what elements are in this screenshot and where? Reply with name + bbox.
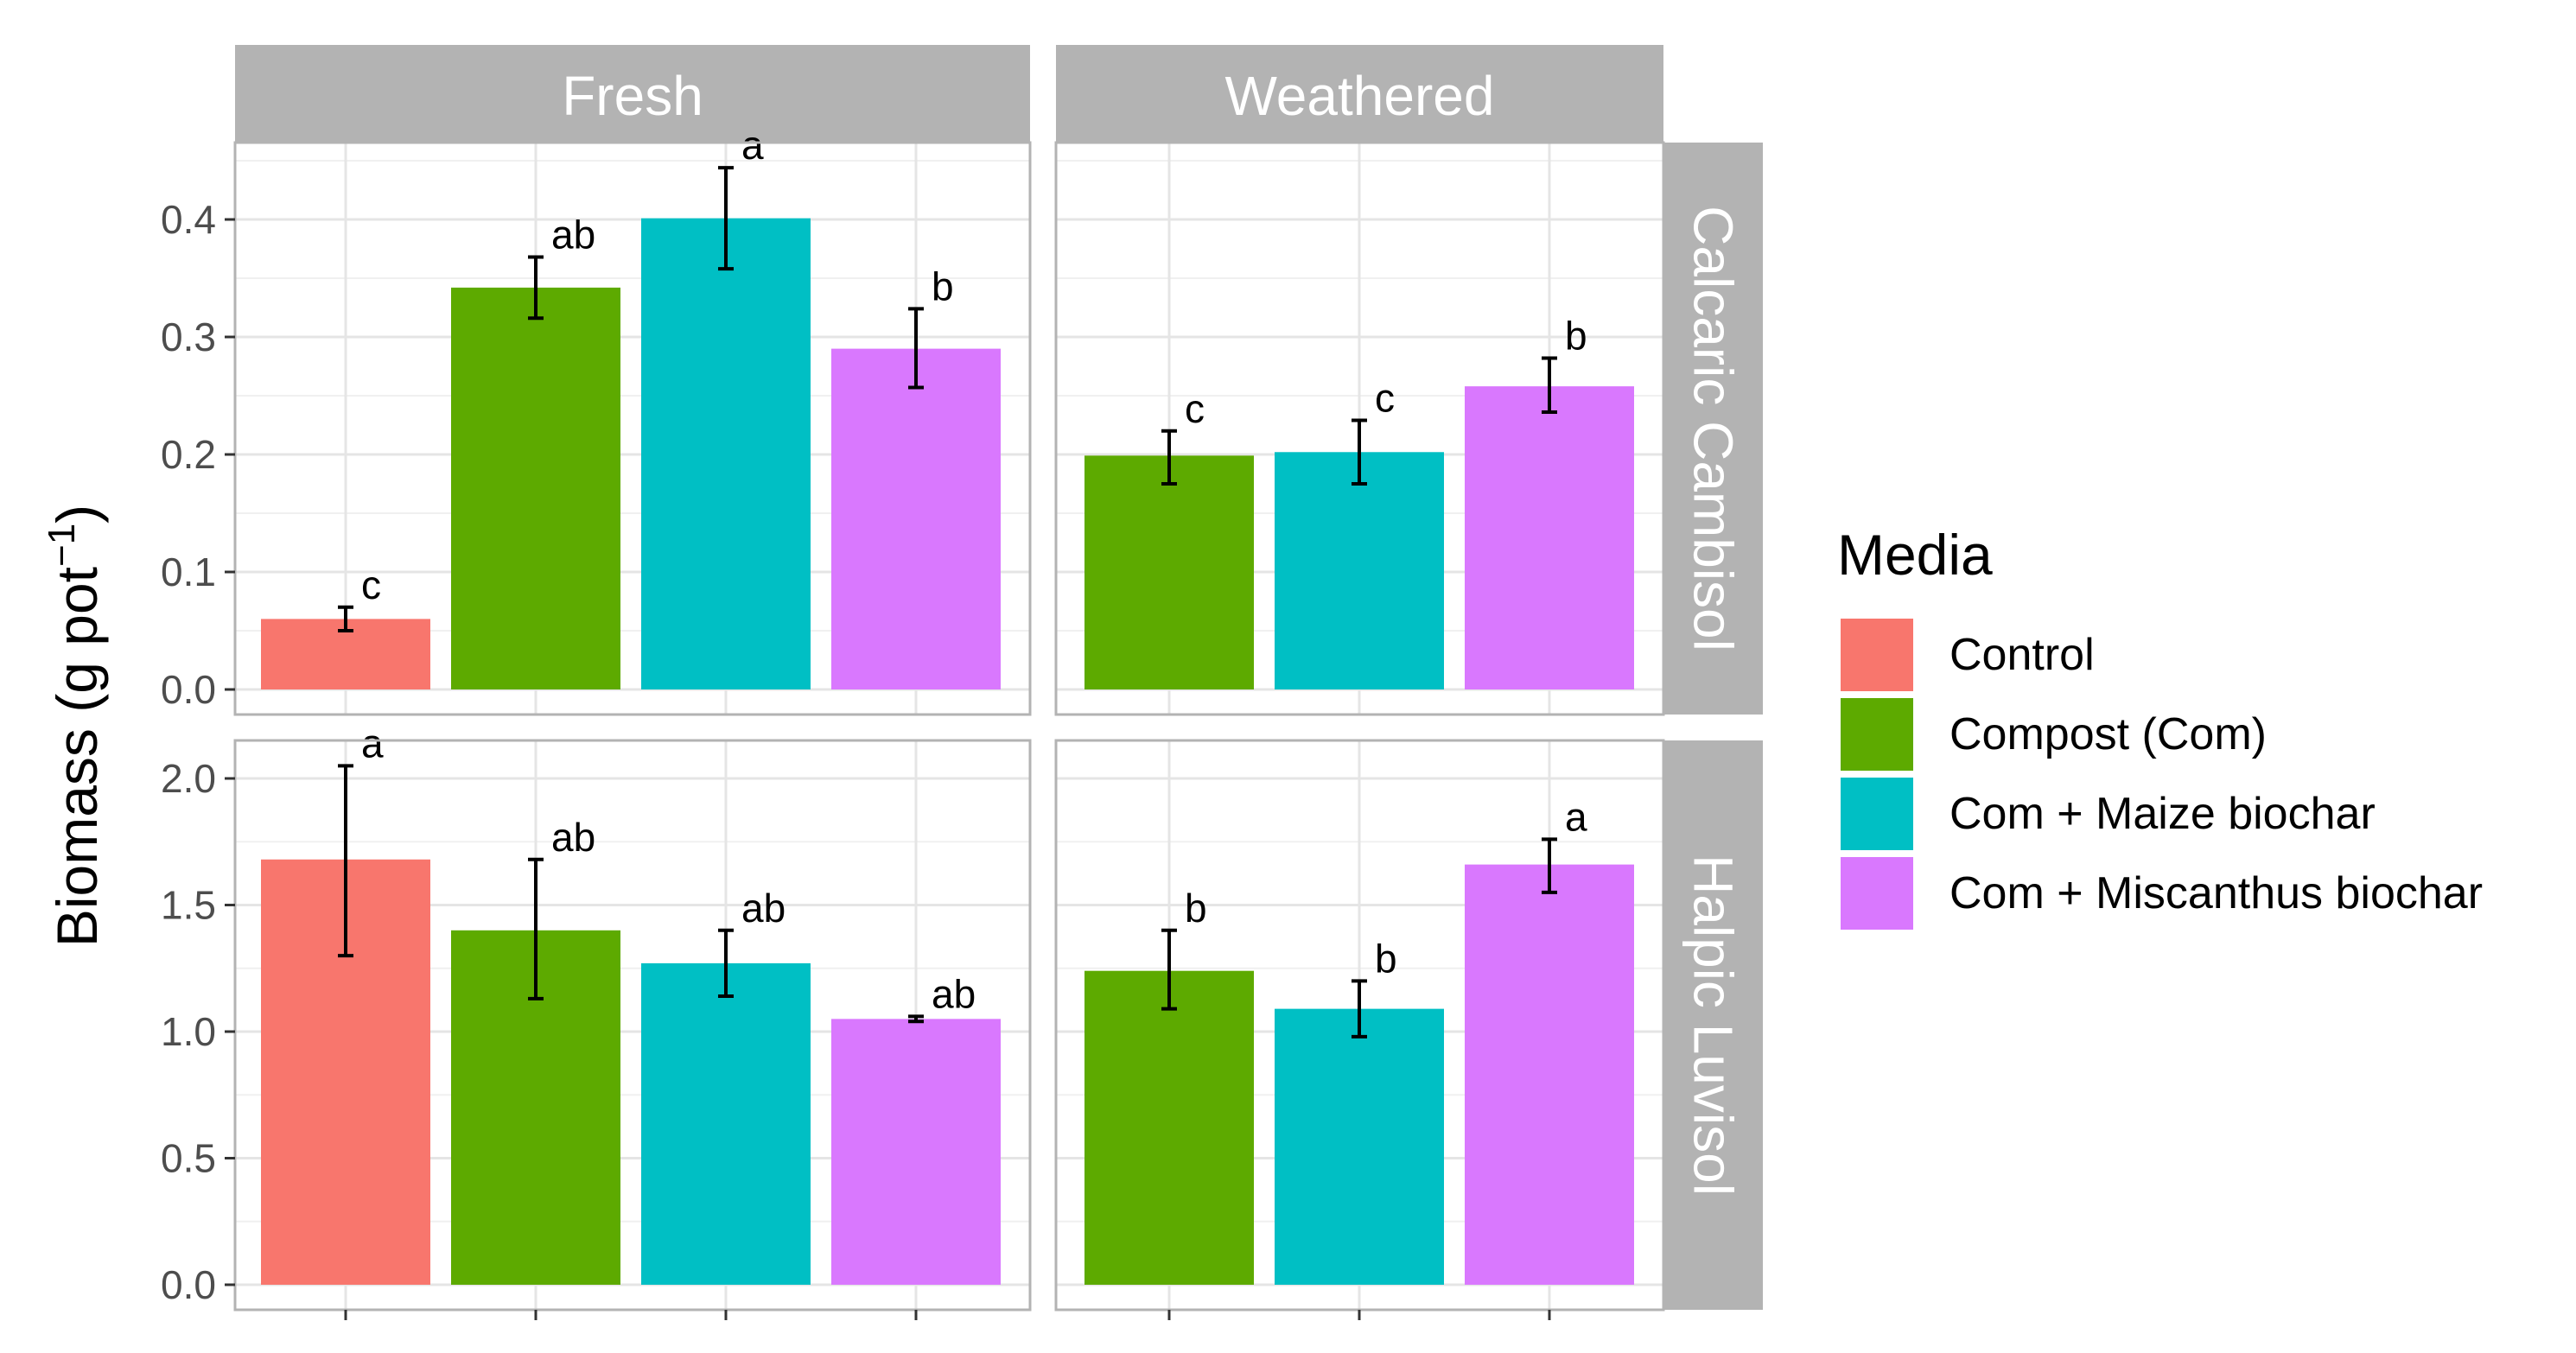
significance-letter: c [361, 562, 381, 607]
significance-letter: ab [932, 971, 976, 1016]
bar-com-miscanthus-biochar [1465, 386, 1634, 689]
bar-compost-com [1084, 455, 1254, 689]
panel-border-fresh-halpic-luvisol [233, 739, 1032, 1312]
panel-border-weathered-calcaric-cambisol [1054, 141, 1665, 716]
legend-label-control: Control [1949, 630, 2095, 680]
y-axis-title: Biomass (g pot−1) [41, 505, 109, 947]
y-tick-label: 0.4 [161, 197, 216, 242]
y-tick-label: 0.2 [161, 432, 216, 477]
y-tick-label: 0.0 [161, 667, 216, 712]
significance-letter: b [932, 264, 954, 308]
significance-letter: ab [551, 213, 595, 257]
bar-compost-com [451, 287, 620, 689]
significance-letter: c [1185, 386, 1205, 431]
y-tick-label: 0.3 [161, 314, 216, 359]
strip-fresh [235, 45, 1030, 143]
bar-com-maize-biochar [641, 962, 811, 1285]
y-tick-label: 0.1 [161, 549, 216, 594]
y-tick-label: 1.5 [161, 883, 216, 928]
significance-letter: b [1565, 313, 1587, 358]
bar-com-maize-biochar [1275, 1008, 1444, 1285]
legend-title: Media [1837, 523, 1993, 587]
significance-letter: b [1375, 936, 1397, 981]
bar-com-miscanthus-biochar [831, 1019, 1001, 1285]
legend-key-compost-com [1841, 698, 1913, 771]
legend-label-com-maize-biochar: Com + Maize biochar [1949, 789, 2376, 839]
significance-letter: c [1375, 376, 1395, 421]
bar-compost-com [1084, 970, 1254, 1285]
significance-letter: ab [551, 815, 595, 860]
y-tick-label: 0.0 [161, 1262, 216, 1307]
bar-com-maize-biochar [1275, 452, 1444, 689]
strip-calcaric-cambisol [1663, 143, 1763, 715]
bar-com-miscanthus-biochar [1465, 864, 1634, 1285]
strip-label-calcaric-cambisol: Calcaric Cambisol [1682, 206, 1745, 651]
panel-border-fresh-calcaric-cambisol [233, 141, 1032, 716]
legend-key-control [1841, 619, 1913, 691]
y-tick-label: 2.0 [161, 756, 216, 801]
legend-key-com-miscanthus-biochar [1841, 857, 1913, 930]
strip-halpic-luvisol [1663, 740, 1763, 1310]
y-tick-label: 0.5 [161, 1136, 216, 1181]
legend-label-com-miscanthus-biochar: Com + Miscanthus biochar [1949, 868, 2483, 918]
strip-label-halpic-luvisol: Halpic Luvisol [1682, 854, 1745, 1196]
bar-com-maize-biochar [641, 218, 811, 689]
legend-key-com-maize-biochar [1841, 778, 1913, 850]
significance-letter: a [361, 721, 384, 765]
significance-letter: a [741, 123, 764, 168]
significance-letter: ab [741, 886, 786, 931]
significance-letter: b [1185, 886, 1207, 931]
bar-com-miscanthus-biochar [831, 348, 1001, 689]
significance-letter: a [1565, 794, 1587, 839]
strip-label-weathered: Weathered [1225, 65, 1495, 127]
strip-weathered [1056, 45, 1663, 143]
y-tick-label: 1.0 [161, 1009, 216, 1054]
strip-label-fresh: Fresh [562, 65, 703, 127]
legend-label-compost-com: Compost (Com) [1949, 709, 2267, 759]
